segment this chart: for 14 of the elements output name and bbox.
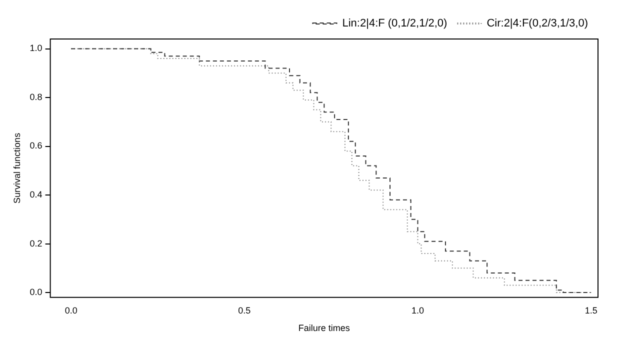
y-tick-label: 0.8 <box>30 92 42 102</box>
x-tick-label: 0.0 <box>64 305 78 316</box>
y-tick-label: 0.4 <box>30 190 42 200</box>
legend-label: Lin:2|4:F (0,1/2,1/2,0) <box>342 18 448 30</box>
y-tick-label: 0.2 <box>30 238 42 248</box>
x-axis-title: Failure times <box>298 323 350 334</box>
y-tick-label: 1.0 <box>30 43 42 54</box>
x-tick-label: 1.0 <box>411 305 424 316</box>
x-tick-label: 0.5 <box>238 305 251 316</box>
legend-label: Cir:2|4:F(0,2/3,1/3,0) <box>486 18 588 30</box>
y-tick-label: 0.0 <box>30 287 42 298</box>
y-axis-title: Survival functions <box>12 132 22 204</box>
x-tick-label: 1.5 <box>584 305 598 316</box>
y-tick-label: 0.6 <box>30 140 42 151</box>
